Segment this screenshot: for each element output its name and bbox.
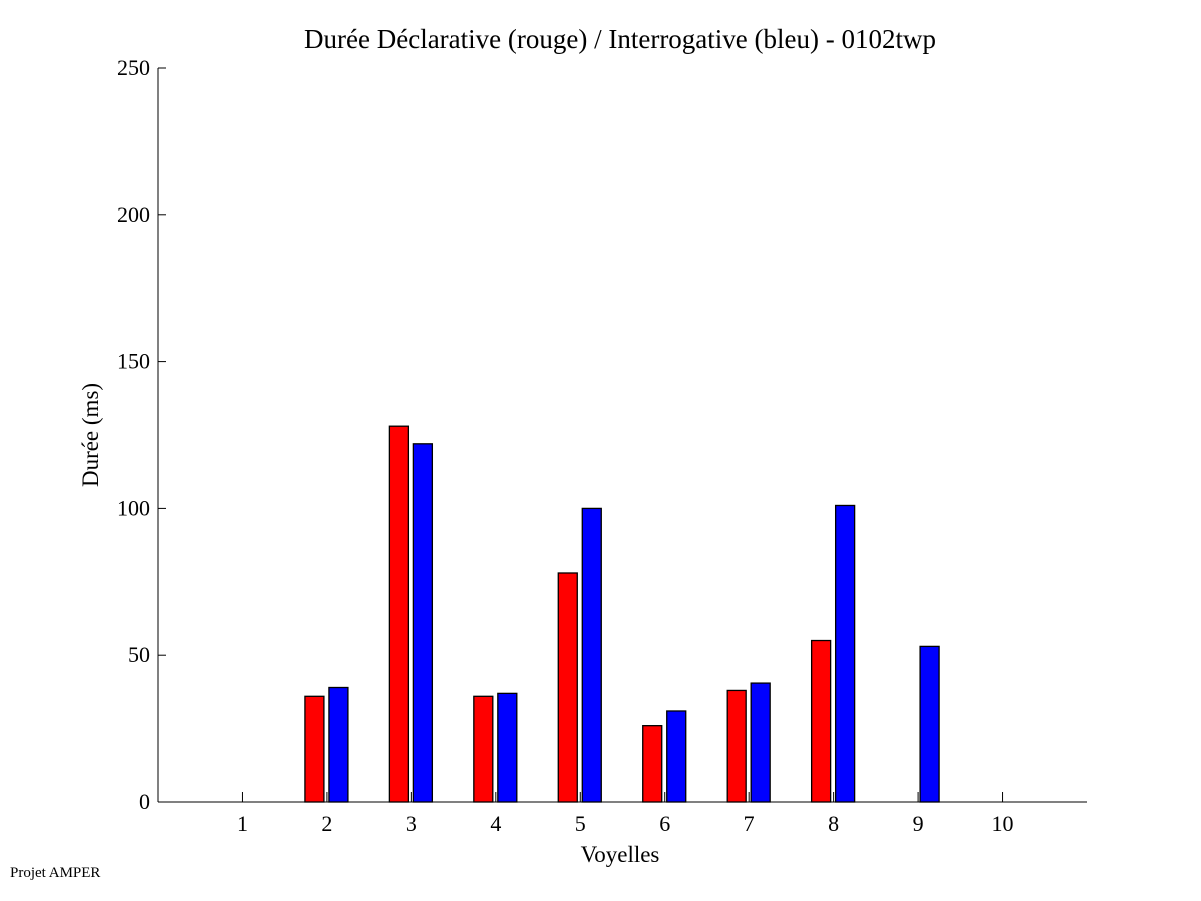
bar-declarative-3 — [388, 425, 410, 803]
bar-declarative-5 — [557, 572, 578, 803]
y-axis-label: Durée (ms) — [78, 383, 103, 487]
bar-interrogative-4 — [497, 692, 518, 803]
y-tick-label: 200 — [117, 202, 150, 227]
x-axis-label: Voyelles — [581, 842, 660, 867]
y-tick-label: 50 — [128, 642, 150, 667]
x-tick-label: 9 — [913, 811, 924, 836]
footer-credit: Projet AMPER — [10, 865, 101, 881]
y-tick-label: 0 — [139, 789, 150, 814]
bar-interrogative-2 — [328, 686, 349, 803]
x-tick-label: 8 — [828, 811, 839, 836]
bar-declarative-8 — [810, 639, 832, 803]
bar-interrogative-3 — [412, 443, 434, 803]
bar-interrogative-8 — [834, 504, 856, 803]
x-tick-label: 7 — [744, 811, 755, 836]
bar-declarative-6 — [642, 725, 663, 803]
x-tick-label: 6 — [659, 811, 670, 836]
x-tick-label: 3 — [406, 811, 417, 836]
y-tick-label: 250 — [117, 55, 150, 80]
bar-declarative-7 — [726, 689, 747, 803]
bar-declarative-4 — [473, 695, 494, 803]
x-tick-label: 10 — [992, 811, 1014, 836]
bar-interrogative-6 — [666, 710, 687, 803]
bar-interrogative-7 — [750, 682, 771, 803]
bar-interrogative-5 — [581, 507, 602, 803]
x-tick-label: 5 — [575, 811, 586, 836]
chart-title: Durée Déclarative (rouge) / Interrogativ… — [304, 24, 936, 54]
x-tick-label: 2 — [321, 811, 332, 836]
bar-interrogative-9 — [919, 645, 940, 803]
y-tick-label: 150 — [117, 349, 150, 374]
x-tick-label: 4 — [490, 811, 501, 836]
x-tick-label: 1 — [237, 811, 248, 836]
bar-declarative-2 — [304, 695, 325, 803]
y-tick-label: 100 — [117, 495, 150, 520]
